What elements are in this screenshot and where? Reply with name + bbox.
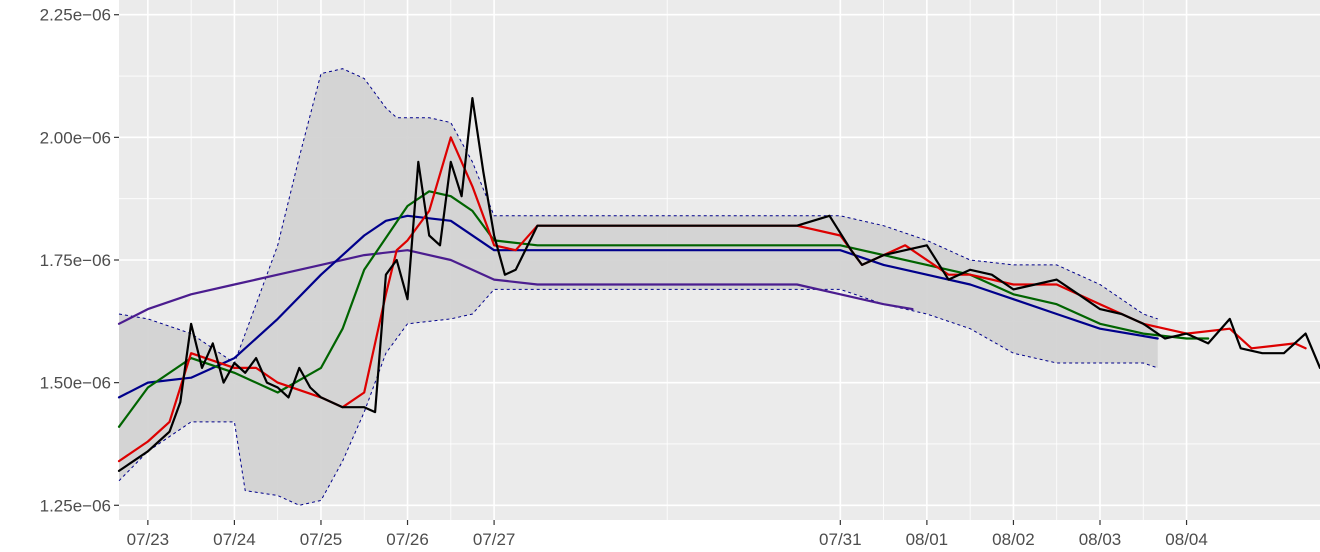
x-tick-label: 07/23 [127, 530, 170, 549]
x-tick-label: 07/24 [213, 530, 256, 549]
series-line-2 [117, 136, 1307, 463]
series-lines [117, 96, 1320, 472]
bollinger-band-fill [119, 68, 1158, 506]
x-tick-label: 08/01 [906, 530, 949, 549]
series-line-3 [117, 190, 1210, 428]
bollinger-band [118, 68, 1158, 506]
x-tick-label: 08/02 [992, 530, 1035, 549]
y-tick-label: 2.25e−06 [40, 6, 111, 25]
y-tick-label: 1.75e−06 [40, 251, 111, 270]
series-line-5 [117, 249, 914, 325]
series-line-1 [117, 96, 1320, 472]
y-tick-label: 2.00e−06 [40, 128, 111, 147]
y-tick-label: 1.50e−06 [40, 374, 111, 393]
x-tick-label: 07/31 [819, 530, 862, 549]
bollinger-lower-line [118, 288, 1158, 506]
x-tick-label: 07/25 [300, 530, 343, 549]
x-tick-label: 07/27 [473, 530, 516, 549]
x-tick-label: 08/03 [1079, 530, 1122, 549]
series-line-4 [117, 214, 1159, 399]
bollinger-upper-line [118, 68, 1158, 364]
x-tick-label: 07/26 [386, 530, 429, 549]
axes: 1.25e−06 1.50e−06 1.75e−06 2.00e−06 2.25e−06… [40, 6, 1208, 549]
x-tick-label: 08/04 [1165, 530, 1208, 549]
y-tick-label: 1.25e−06 [40, 496, 111, 515]
